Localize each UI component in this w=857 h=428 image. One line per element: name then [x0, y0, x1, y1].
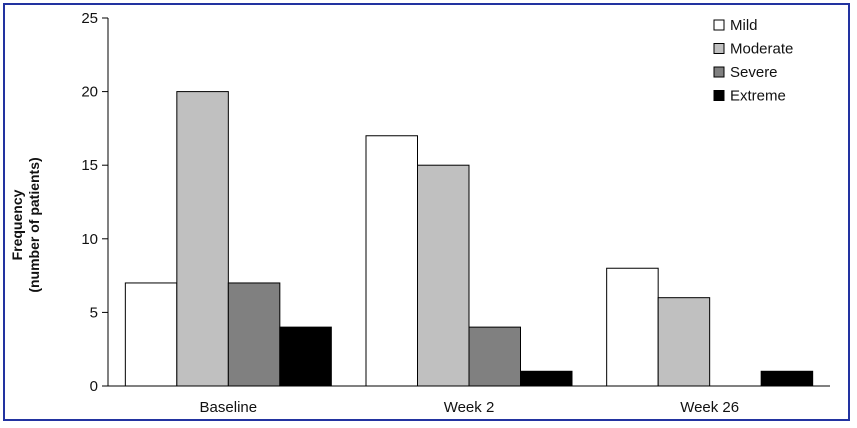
x-tick-label: Week 26 — [680, 399, 739, 416]
y-tick-label: 20 — [81, 84, 98, 101]
y-axis-ticks: 0 5 10 15 20 25 — [81, 10, 108, 395]
legend-label-mild: Mild — [730, 17, 758, 34]
y-tick-label: 0 — [90, 378, 98, 395]
y-tick-label: 10 — [81, 231, 98, 248]
legend-swatch-severe — [713, 66, 725, 78]
y-tick-label: 25 — [81, 10, 98, 27]
legend-label-moderate: Moderate — [730, 41, 793, 58]
legend-swatch-extreme — [713, 90, 725, 101]
bar-moderate-week-26 — [657, 297, 711, 387]
bar-extreme-week-2 — [520, 370, 573, 387]
bar-extreme-baseline — [279, 326, 332, 387]
legend-swatch-moderate — [713, 43, 725, 54]
bar-moderate-baseline — [176, 91, 229, 387]
y-axis-label-line-2: (number of patients) — [26, 157, 42, 292]
bar-severe-baseline — [227, 282, 281, 387]
bar-extreme-week-26 — [760, 370, 814, 387]
bar-mild-week-26 — [606, 267, 659, 387]
legend-label-severe: Severe — [730, 64, 778, 81]
y-axis-label-line-1: Frequency — [9, 189, 25, 260]
legend-swatch-mild — [713, 19, 725, 31]
y-axis-label: Frequency (number of patients) — [9, 157, 42, 292]
bar-mild-week-2 — [365, 135, 418, 387]
y-tick-label: 5 — [90, 304, 98, 321]
bar-group — [124, 91, 814, 387]
bar-mild-baseline — [124, 282, 178, 387]
y-tick-label: 15 — [81, 157, 98, 174]
axes — [107, 18, 830, 387]
bar-severe-week-2 — [468, 326, 521, 387]
bar-moderate-week-2 — [417, 164, 470, 387]
x-tick-label: Baseline — [200, 399, 258, 416]
legend: Mild Moderate Severe Extreme — [713, 17, 793, 105]
legend-label-extreme: Extreme — [730, 88, 786, 105]
x-tick-label: Week 2 — [444, 399, 495, 416]
x-axis-labels: Baseline Week 2 Week 26 — [200, 399, 740, 416]
